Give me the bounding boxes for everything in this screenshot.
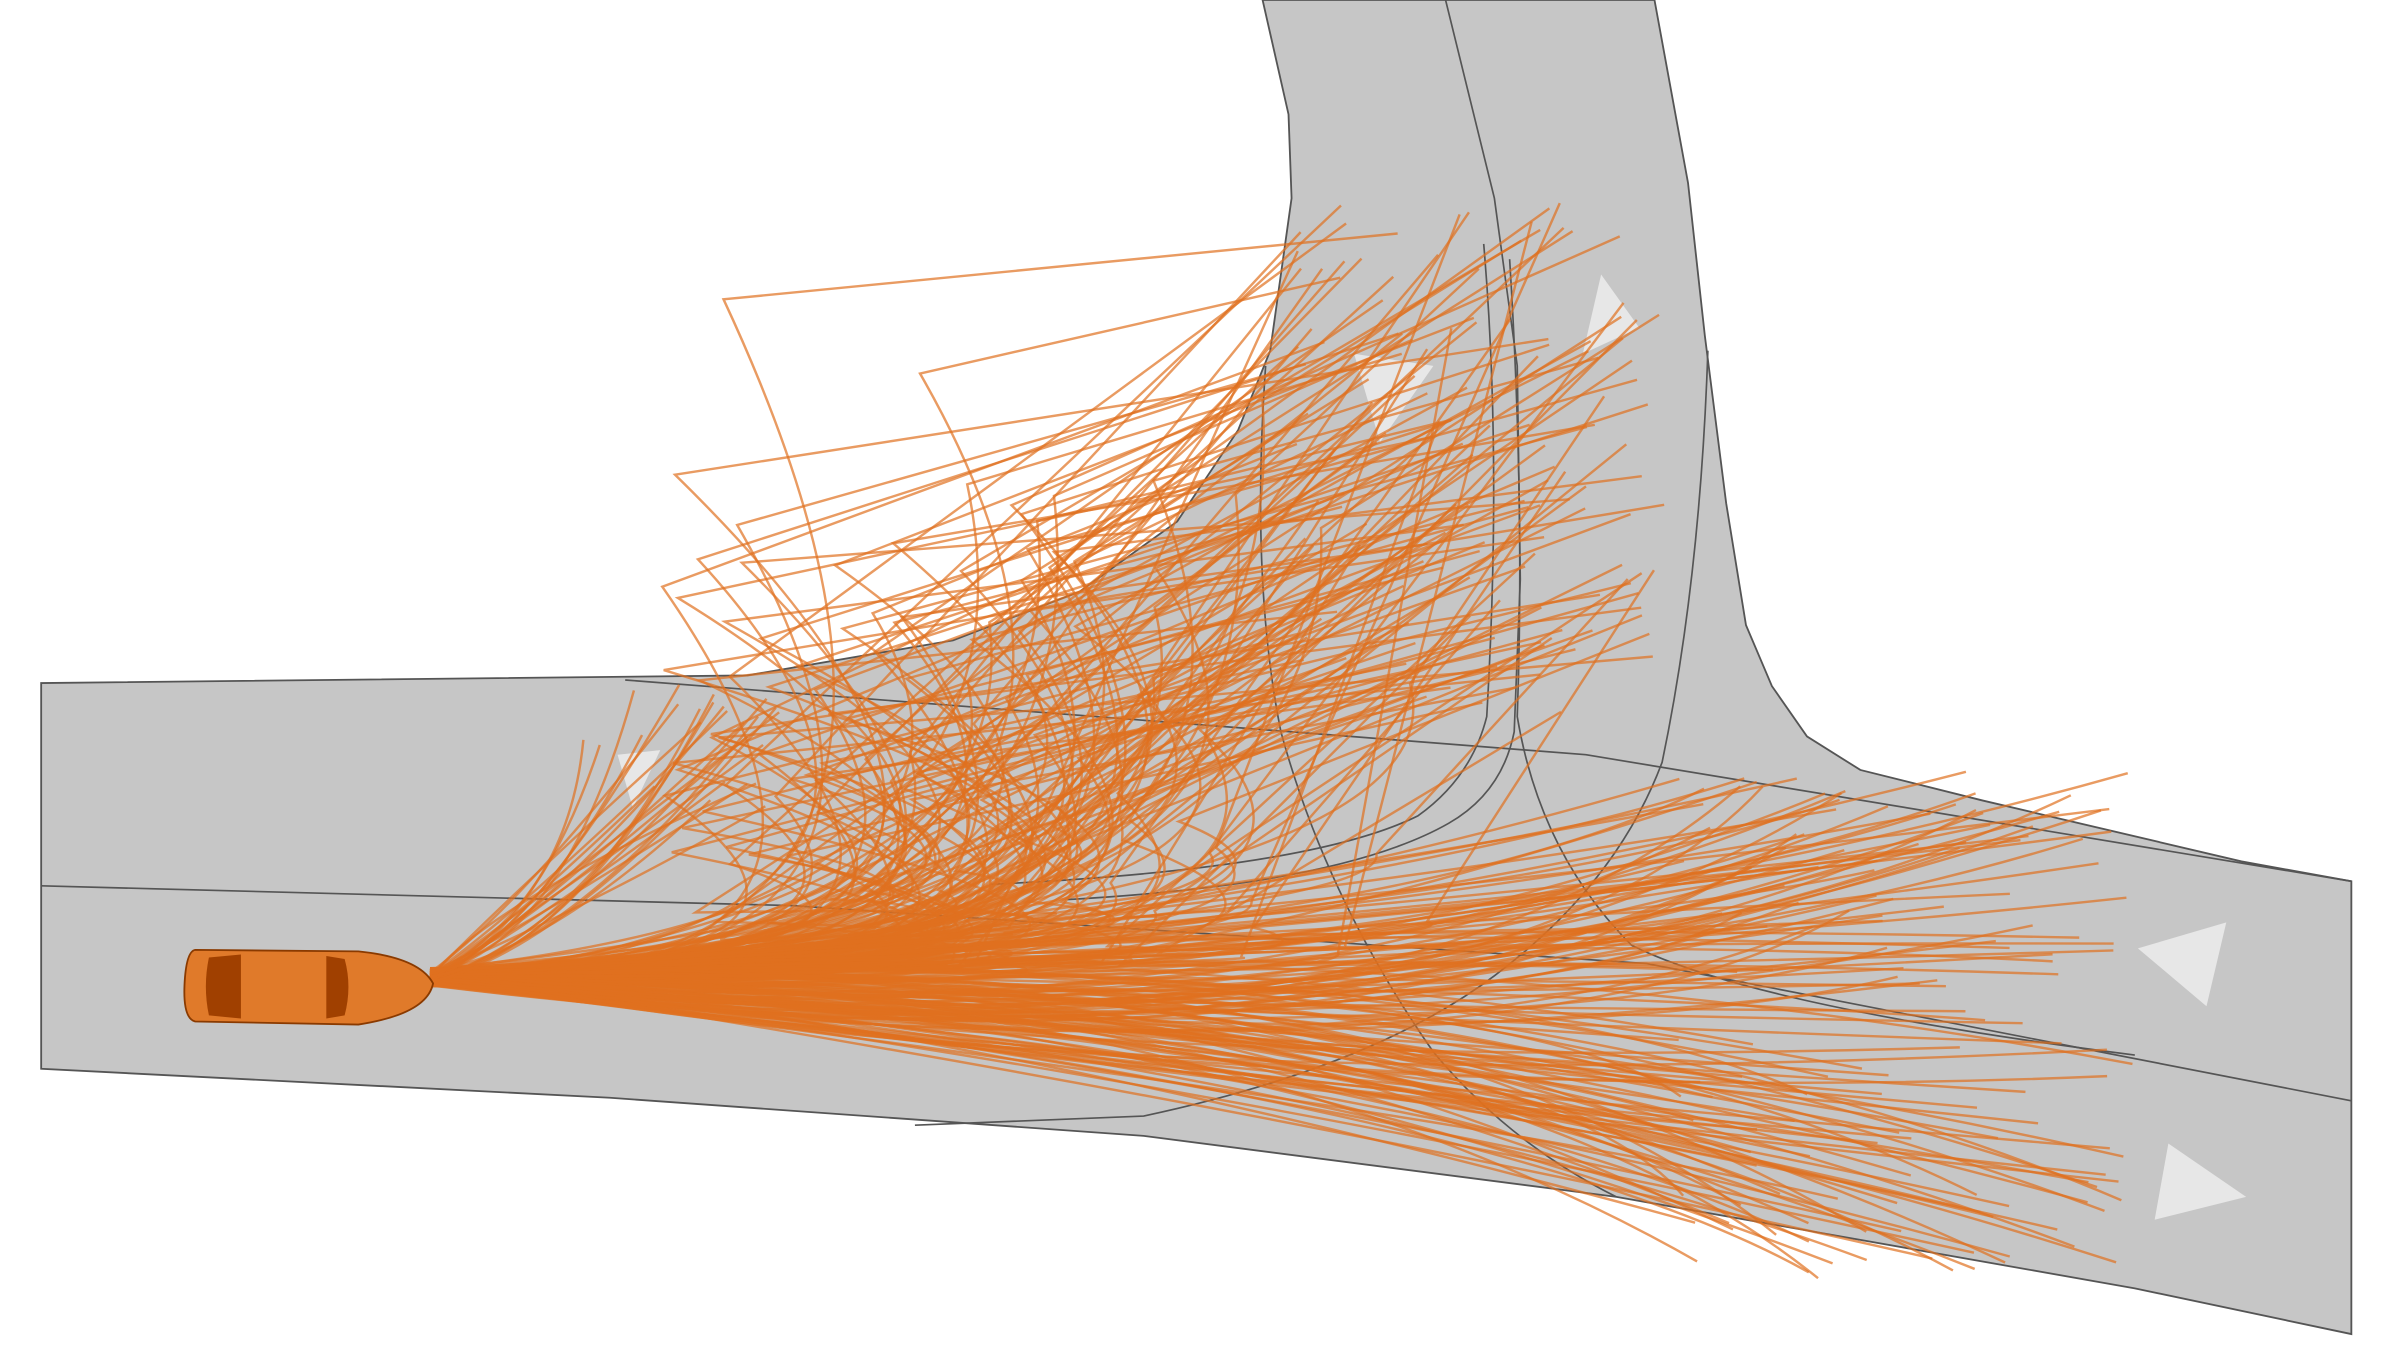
trajectory — [429, 703, 680, 974]
trajectory — [429, 969, 1694, 1122]
trajectory — [429, 865, 1819, 984]
trajectory — [429, 523, 1464, 974]
trajectories — [429, 202, 2133, 1280]
trajectory — [429, 794, 2072, 994]
lane-line — [991, 243, 1495, 886]
trajectory — [429, 972, 1902, 1233]
car-window — [205, 954, 241, 1019]
arrow — [2154, 1143, 2247, 1220]
trajectory — [429, 960, 2133, 1066]
trajectory — [429, 925, 1768, 977]
trajectory — [430, 974, 1946, 988]
trajectory — [429, 706, 777, 984]
trajectory — [429, 799, 712, 973]
trajectory — [429, 204, 1342, 970]
trajectory — [429, 808, 1837, 981]
trajectory — [429, 980, 2108, 1085]
trajectory — [429, 711, 780, 979]
car-window — [326, 955, 349, 1019]
trajectory — [429, 968, 1698, 1263]
trajectory — [429, 925, 1813, 1032]
trajectory — [429, 352, 1403, 984]
arrow — [2137, 922, 2227, 1007]
trajectory — [429, 977, 2010, 1208]
car-body — [183, 948, 435, 1026]
trajectory — [429, 710, 728, 976]
trajectory — [429, 833, 1798, 1023]
trajectory — [430, 833, 1805, 988]
trajectory — [429, 983, 1795, 1122]
car — [183, 948, 435, 1026]
trajectory — [429, 807, 2110, 972]
